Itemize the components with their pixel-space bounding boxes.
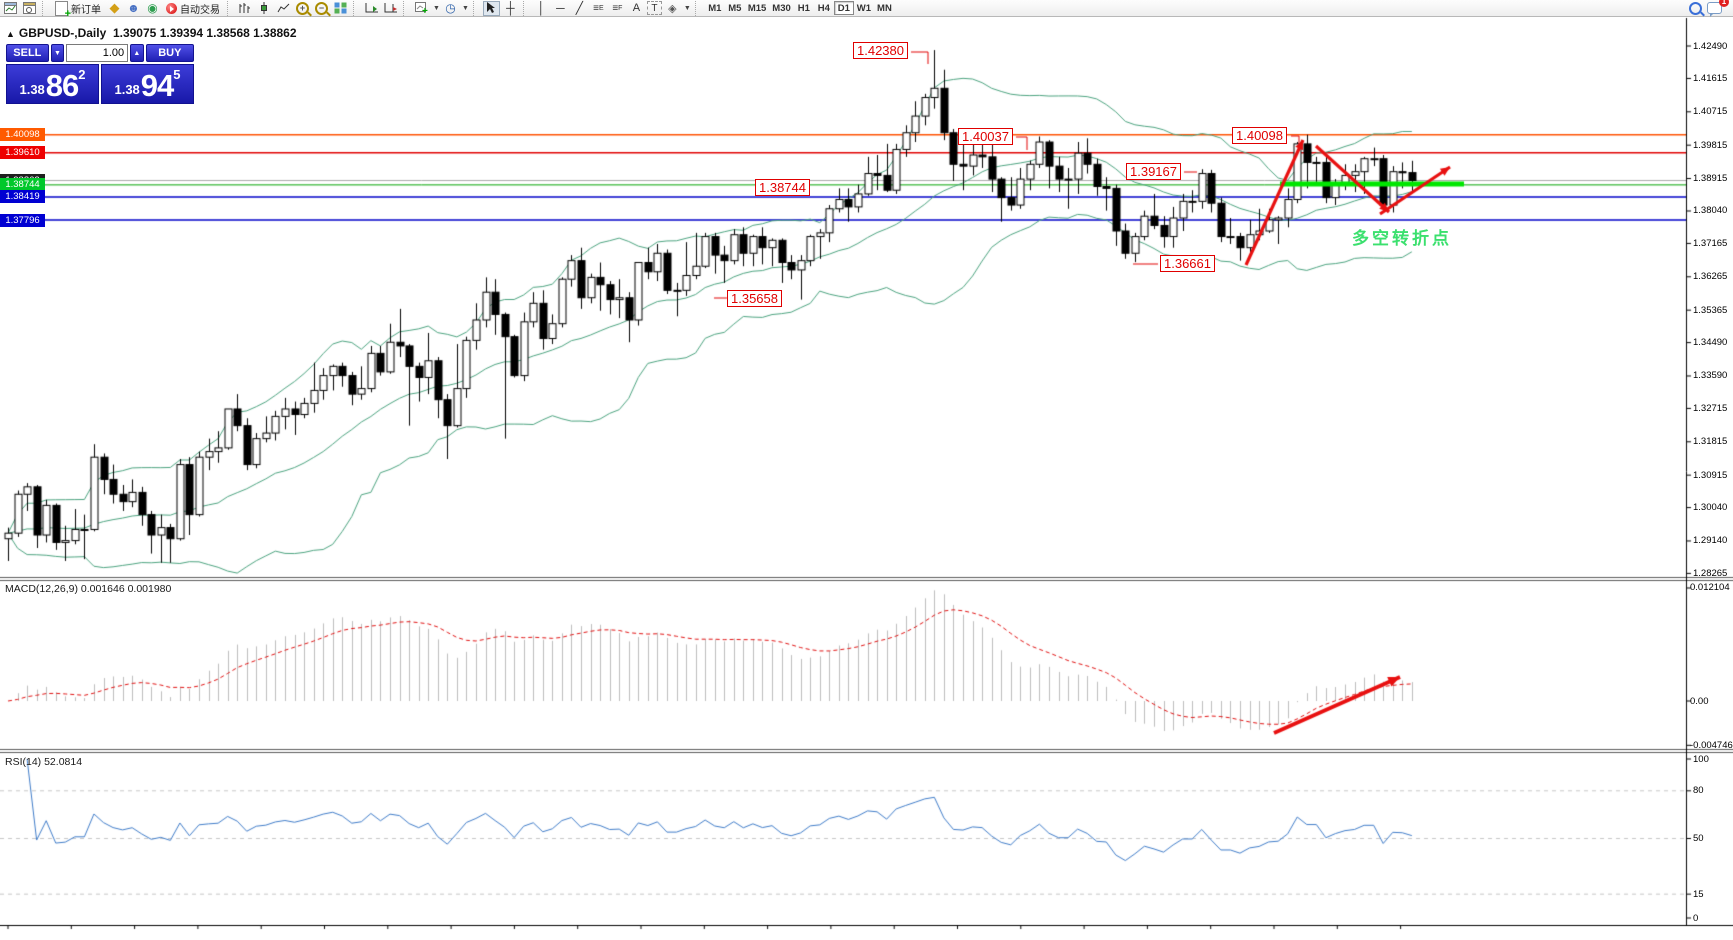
zoom-out-icon[interactable]: − — [313, 1, 330, 16]
timeframe-M15[interactable]: M15 — [745, 1, 769, 15]
new-order-icon — [55, 0, 71, 20]
periods-icon[interactable]: ◷ — [445, 1, 456, 15]
collapse-triangle-icon[interactable]: ▲ — [6, 29, 15, 39]
toolbar: 新订单 ◆ ☻ ◉ 自动交易 + − + — [0, 0, 1733, 20]
timeframe-H4[interactable]: H4 — [814, 1, 834, 15]
chat-badge: 1 — [1719, 0, 1729, 7]
volume-increase-button[interactable]: ▲ — [130, 44, 144, 62]
community-icon[interactable]: ☻ — [127, 1, 140, 15]
zoom-in-icon[interactable]: + — [294, 1, 311, 16]
sell-price-small: 1.38 — [19, 82, 45, 97]
timeframe-group: M1 M5 M15 M30 H1 H4 D1 W1 MN — [705, 1, 895, 15]
chart-shift-icon[interactable] — [382, 1, 399, 16]
ohlc-open: 1.39075 — [112, 26, 157, 40]
metaeditor-icon[interactable]: ◆ — [109, 0, 120, 15]
sell-price-big: 86 — [45, 68, 79, 103]
timeframe-D1[interactable]: D1 — [833, 1, 854, 15]
text-label-tool-icon[interactable]: T — [646, 1, 662, 15]
timeframe-MN[interactable]: MN — [874, 1, 895, 15]
buy-price-small: 1.38 — [114, 82, 140, 97]
buy-button[interactable]: BUY — [145, 44, 195, 62]
new-order-label: 新订单 — [71, 4, 101, 16]
volume-decrease-button[interactable]: ▼ — [50, 44, 65, 62]
toolbar-separator — [353, 0, 359, 16]
horizontal-line-tool-icon[interactable]: ─ — [556, 1, 565, 15]
indicators-icon[interactable]: + — [413, 1, 430, 16]
arrows-tool-icon[interactable]: ◈ — [668, 2, 677, 15]
turning-point-annotation: 多空转折点 — [1352, 229, 1452, 248]
symbol-period-label: GBPUSD-,Daily — [18, 26, 107, 40]
chat-icon[interactable]: 1 — [1706, 0, 1729, 17]
toolbar-separator — [42, 0, 48, 16]
one-click-trading-widget: SELL ▼ ▲ BUY 1.38 86 2 1.38 94 5 — [6, 44, 195, 104]
sell-price-sup: 2 — [78, 67, 86, 82]
buy-price-panel[interactable]: 1.38 94 5 — [101, 64, 194, 104]
bar-chart-icon[interactable] — [237, 1, 254, 16]
timeframe-H1[interactable]: H1 — [794, 1, 814, 15]
toolbar-separator — [694, 0, 701, 16]
crosshair-tool-icon[interactable]: ┼ — [506, 1, 515, 15]
autotrading-icon — [166, 2, 177, 14]
ohlc-low: 1.38568 — [206, 26, 250, 40]
autotrading-button[interactable]: 自动交易 — [163, 1, 223, 16]
cursor-tool-icon[interactable] — [482, 0, 500, 16]
text-tool-icon[interactable]: A — [632, 2, 641, 14]
periods-dropdown-icon[interactable]: ▼ — [461, 4, 469, 12]
timeframe-M1[interactable]: M1 — [705, 1, 725, 15]
new-chart-icon[interactable] — [2, 1, 19, 16]
fibonacci-tool-icon[interactable]: ≡ F — [612, 2, 623, 14]
sell-price-panel[interactable]: 1.38 86 2 — [6, 64, 99, 104]
chart-profiles-icon[interactable] — [21, 1, 38, 16]
arrows-dropdown-icon[interactable]: ▼ — [683, 4, 691, 12]
chat-bubble-icon — [1707, 2, 1722, 17]
indicators-dropdown-icon[interactable]: ▼ — [433, 4, 440, 12]
toolbar-separator — [403, 0, 409, 16]
timeframe-M30[interactable]: M30 — [769, 1, 793, 15]
channel-tool-icon[interactable]: ≡ E — [593, 2, 604, 14]
macd-indicator-label: MACD(12,26,9) 0.001646 0.001980 — [5, 583, 172, 595]
autotrading-label: 自动交易 — [180, 4, 220, 16]
ohlc-high: 1.39394 — [159, 26, 204, 40]
candlestick-chart-icon[interactable] — [256, 1, 273, 16]
volume-input[interactable] — [66, 44, 129, 62]
toolbar-separator — [227, 0, 233, 16]
timeframe-M5[interactable]: M5 — [725, 1, 745, 15]
toolbar-separator — [522, 0, 529, 16]
line-chart-icon[interactable] — [275, 1, 292, 16]
rsi-indicator-label: RSI(14) 52.0814 — [5, 756, 83, 768]
chart-header: ▲ GBPUSD-,Daily 1.39075 1.39394 1.38568 1… — [6, 26, 297, 40]
ohlc-close: 1.38862 — [253, 26, 297, 40]
toolbar-separator — [472, 0, 479, 16]
svg-text:+: + — [422, 6, 428, 14]
new-order-button[interactable]: 新订单 — [52, 0, 104, 20]
buy-price-sup: 5 — [173, 67, 181, 82]
signals-icon[interactable]: ◉ — [147, 1, 158, 15]
search-icon[interactable] — [1687, 1, 1704, 16]
vertical-line-tool-icon[interactable]: │ — [537, 1, 546, 15]
buy-price-big: 94 — [140, 68, 174, 103]
autoscroll-icon[interactable] — [363, 1, 380, 16]
trendline-tool-icon[interactable]: ╱ — [575, 1, 583, 15]
timeframe-W1[interactable]: W1 — [854, 1, 874, 15]
tile-windows-icon[interactable] — [332, 1, 349, 16]
sell-button[interactable]: SELL — [6, 44, 49, 62]
